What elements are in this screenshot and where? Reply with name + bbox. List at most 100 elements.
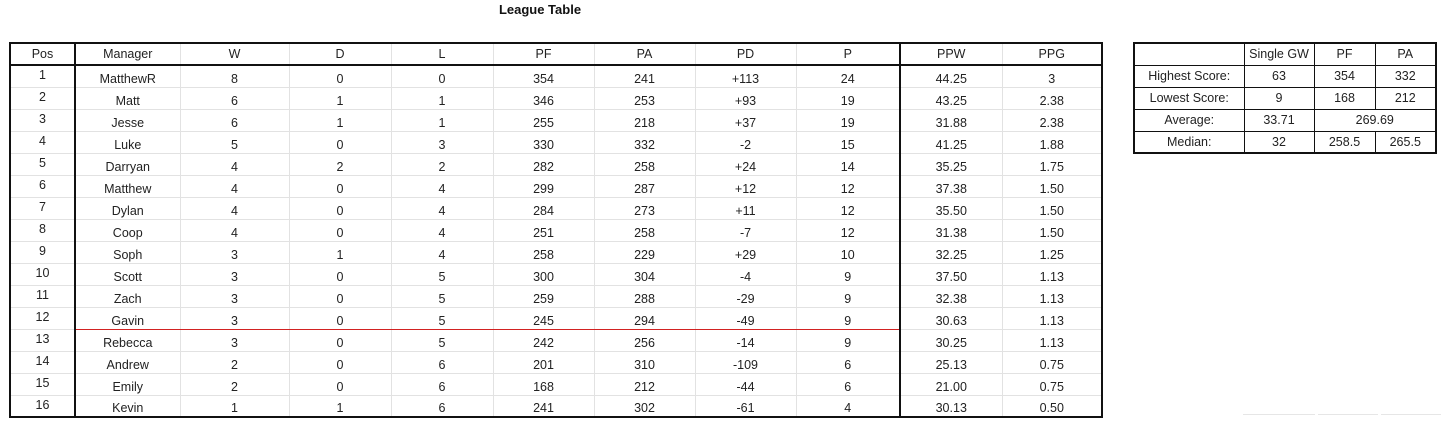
cell-p[interactable]: 9	[795, 328, 901, 352]
cell-l[interactable]: 5	[390, 284, 494, 308]
cell-pos[interactable]: 4	[9, 130, 76, 154]
cell-pd[interactable]: -109	[694, 350, 797, 374]
cell-p[interactable]: 6	[795, 372, 901, 396]
cell-pos[interactable]: 14	[9, 350, 76, 374]
cell-pa[interactable]: 310	[593, 350, 696, 374]
cell-d[interactable]: 0	[288, 372, 392, 396]
median-pa[interactable]: 265.5	[1374, 130, 1437, 154]
cell-ppw[interactable]: 30.63	[899, 306, 1003, 330]
header-ppg[interactable]: PPG	[1001, 42, 1103, 66]
header-pa[interactable]: PA	[593, 42, 696, 66]
cell-pa[interactable]: 212	[593, 372, 696, 396]
cell-d[interactable]: 2	[288, 152, 392, 176]
cell-w[interactable]: 1	[179, 394, 290, 418]
cell-pa[interactable]: 258	[593, 218, 696, 242]
cell-d[interactable]: 0	[288, 306, 392, 330]
cell-pd[interactable]: -29	[694, 284, 797, 308]
cell-w[interactable]: 4	[179, 218, 290, 242]
cell-pd[interactable]: +12	[694, 174, 797, 198]
cell-manager[interactable]: Soph	[74, 240, 181, 264]
cell-l[interactable]: 4	[390, 174, 494, 198]
cell-l[interactable]: 2	[390, 152, 494, 176]
cell-pos[interactable]: 9	[9, 240, 76, 264]
cell-pf[interactable]: 300	[492, 262, 595, 286]
cell-ppg[interactable]: 0.75	[1001, 372, 1103, 396]
cell-l[interactable]: 3	[390, 130, 494, 154]
cell-ppg[interactable]: 2.38	[1001, 108, 1103, 132]
highest-pa[interactable]: 332	[1374, 64, 1437, 88]
cell-l[interactable]: 4	[390, 196, 494, 220]
header-ppw[interactable]: PPW	[899, 42, 1003, 66]
cell-l[interactable]: 6	[390, 350, 494, 374]
stats-header-single-gw[interactable]: Single GW	[1243, 42, 1315, 66]
cell-l[interactable]: 5	[390, 306, 494, 330]
cell-d[interactable]: 1	[288, 394, 392, 418]
cell-pos[interactable]: 5	[9, 152, 76, 176]
cell-pos[interactable]: 3	[9, 108, 76, 132]
header-w[interactable]: W	[179, 42, 290, 66]
cell-l[interactable]: 1	[390, 108, 494, 132]
cell-d[interactable]: 0	[288, 350, 392, 374]
cell-pa[interactable]: 229	[593, 240, 696, 264]
cell-pf[interactable]: 282	[492, 152, 595, 176]
lowest-label[interactable]: Lowest Score:	[1133, 86, 1245, 110]
cell-ppg[interactable]: 1.50	[1001, 218, 1103, 242]
stats-header-pa[interactable]: PA	[1374, 42, 1437, 66]
cell-pf[interactable]: 201	[492, 350, 595, 374]
cell-pf[interactable]: 284	[492, 196, 595, 220]
cell-pos[interactable]: 2	[9, 86, 76, 110]
cell-pos[interactable]: 7	[9, 196, 76, 220]
cell-manager[interactable]: Gavin	[74, 306, 181, 330]
median-gw[interactable]: 32	[1243, 130, 1315, 154]
cell-d[interactable]: 0	[288, 218, 392, 242]
stats-header-pf[interactable]: PF	[1313, 42, 1376, 66]
cell-p[interactable]: 9	[795, 306, 901, 330]
cell-pf[interactable]: 255	[492, 108, 595, 132]
cell-w[interactable]: 4	[179, 196, 290, 220]
cell-pf[interactable]: 245	[492, 306, 595, 330]
cell-ppw[interactable]: 35.25	[899, 152, 1003, 176]
cell-pd[interactable]: -7	[694, 218, 797, 242]
cell-pa[interactable]: 273	[593, 196, 696, 220]
cell-p[interactable]: 6	[795, 350, 901, 374]
cell-pd[interactable]: +29	[694, 240, 797, 264]
cell-d[interactable]: 1	[288, 86, 392, 110]
header-d[interactable]: D	[288, 42, 392, 66]
cell-ppg[interactable]: 2.38	[1001, 86, 1103, 110]
cell-pos[interactable]: 6	[9, 174, 76, 198]
cell-ppw[interactable]: 32.38	[899, 284, 1003, 308]
cell-ppg[interactable]: 1.13	[1001, 284, 1103, 308]
cell-pf[interactable]: 251	[492, 218, 595, 242]
cell-ppw[interactable]: 41.25	[899, 130, 1003, 154]
average-label[interactable]: Average:	[1133, 108, 1245, 132]
cell-manager[interactable]: Darryan	[74, 152, 181, 176]
cell-ppg[interactable]: 1.13	[1001, 262, 1103, 286]
cell-manager[interactable]: Coop	[74, 218, 181, 242]
cell-p[interactable]: 9	[795, 284, 901, 308]
cell-w[interactable]: 8	[179, 64, 290, 88]
cell-ppg[interactable]: 0.75	[1001, 350, 1103, 374]
cell-pos[interactable]: 15	[9, 372, 76, 396]
cell-pa[interactable]: 241	[593, 64, 696, 88]
header-l[interactable]: L	[390, 42, 494, 66]
highest-gw[interactable]: 63	[1243, 64, 1315, 88]
cell-ppw[interactable]: 32.25	[899, 240, 1003, 264]
cell-pd[interactable]: +37	[694, 108, 797, 132]
cell-ppg[interactable]: 1.50	[1001, 174, 1103, 198]
cell-pd[interactable]: -2	[694, 130, 797, 154]
cell-pf[interactable]: 258	[492, 240, 595, 264]
cell-w[interactable]: 3	[179, 262, 290, 286]
cell-d[interactable]: 0	[288, 328, 392, 352]
cell-pos[interactable]: 8	[9, 218, 76, 242]
header-pf[interactable]: PF	[492, 42, 595, 66]
cell-d[interactable]: 0	[288, 262, 392, 286]
cell-manager[interactable]: MatthewR	[74, 64, 181, 88]
cell-ppw[interactable]: 31.88	[899, 108, 1003, 132]
cell-l[interactable]: 4	[390, 218, 494, 242]
cell-d[interactable]: 0	[288, 174, 392, 198]
cell-d[interactable]: 0	[288, 284, 392, 308]
cell-manager[interactable]: Dylan	[74, 196, 181, 220]
cell-l[interactable]: 6	[390, 394, 494, 418]
cell-pd[interactable]: -44	[694, 372, 797, 396]
cell-manager[interactable]: Jesse	[74, 108, 181, 132]
